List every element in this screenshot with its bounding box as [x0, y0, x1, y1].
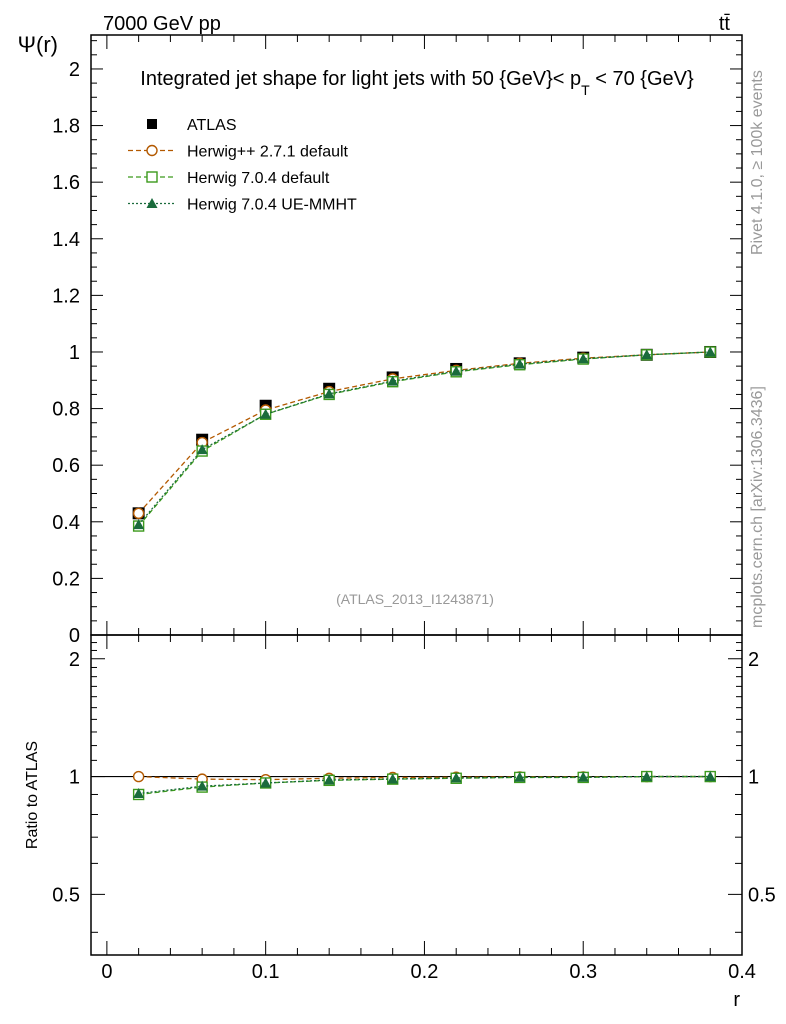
- chart-title-prefix: Integrated jet shape for light jets with…: [140, 68, 581, 90]
- data-point: [641, 349, 653, 360]
- legend-marker: [146, 171, 158, 183]
- legend-label: Herwig 7.0.4 UE-MMHT: [187, 197, 357, 214]
- legend: ATLAS Herwig++ 2.7.1 default Herwig 7.0.4 …: [128, 117, 357, 214]
- series-line: [138, 351, 711, 527]
- process-label: tt̄: [719, 13, 731, 35]
- legend-entry: Herwig++ 2.7.1 default: [128, 144, 349, 161]
- ratio-data-point: [196, 780, 208, 791]
- chart-title-subscript: T: [581, 82, 590, 98]
- main-x-ticks: [106, 35, 743, 635]
- ratio-data-point: [704, 771, 716, 782]
- data-point: [133, 519, 145, 530]
- ratio-data-point: [641, 771, 653, 782]
- data-point: [196, 444, 208, 455]
- main-y-tick-label: 0.8: [52, 399, 80, 421]
- x-axis-label: r: [733, 989, 740, 1011]
- mcplots-label: mcplots.cern.ch [arXiv:1306.3436]: [749, 386, 766, 628]
- ratio-series-line: [138, 775, 711, 796]
- ratio-y-tick-label: 0.5: [52, 884, 80, 906]
- main-y-tick-label: 1.6: [52, 172, 80, 194]
- main-panel: 0 0.2 0.4 0.6 0.8 1 1.2 1.4 1.6 1.8 2 Ψ(r) Integra…: [18, 32, 743, 647]
- ratio-series-line: [138, 775, 711, 795]
- ratio-y-tick-label-right: 2: [748, 649, 759, 671]
- main-y-tick-label: 1: [69, 342, 80, 364]
- data-point: [323, 388, 335, 399]
- main-y-tick-label: 1.4: [52, 229, 80, 251]
- ratio-data-point: [323, 774, 335, 785]
- ratio-y-axis-label: Ratio to ATLAS: [24, 741, 41, 849]
- ratio-series-herwig-7-0-4-default: [132, 770, 716, 801]
- x-tick-label: 0.4: [728, 961, 756, 983]
- data-point: [704, 346, 716, 357]
- main-y-tick-label: 2: [69, 59, 80, 81]
- ratio-data-point: [577, 771, 589, 782]
- chart-title-suffix: < 70 {GeV}: [590, 68, 694, 90]
- ratio-series: [132, 770, 716, 801]
- ratio-y-tick-label: 1: [69, 767, 80, 789]
- ratio-panel-frame: [90, 634, 743, 956]
- ratio-series-herwig-7-0-4-ue-mmht: [133, 771, 716, 799]
- series-line: [138, 351, 711, 514]
- legend-entry: Herwig 7.0.4 UE-MMHT: [128, 197, 357, 214]
- main-y-tick-label: 0.6: [52, 455, 80, 477]
- legend-label: ATLAS: [187, 117, 237, 134]
- main-y-tick-label: 1.2: [52, 285, 80, 307]
- main-series: [132, 345, 717, 532]
- ratio-data-point: [450, 772, 462, 783]
- legend-marker: [147, 119, 157, 129]
- legend-entry: ATLAS: [147, 117, 237, 134]
- ratio-y-ticks: 0.5 0.5 1 1 2 2: [52, 642, 776, 933]
- x-tick-label: 0: [101, 961, 112, 983]
- ratio-data-point: [514, 771, 526, 782]
- legend-marker: [146, 144, 158, 157]
- legend-marker: [146, 198, 158, 208]
- x-tick-label: 0.2: [411, 961, 439, 983]
- ratio-data-point: [260, 777, 272, 788]
- main-y-ticks: 0 0.2 0.4 0.6 0.8 1 1.2 1.4 1.6 1.8 2: [52, 40, 742, 647]
- x-tick-label: 0.3: [569, 961, 597, 983]
- energy-label: 7000 GeV pp: [103, 13, 221, 35]
- chart-title: Integrated jet shape for light jets with…: [140, 68, 694, 98]
- main-y-tick-label: 1.8: [52, 116, 80, 138]
- data-point: [514, 358, 526, 369]
- main-y-tick-label: 0: [69, 625, 80, 647]
- series-herwig-7-0-4-ue-mmht: [133, 346, 716, 530]
- legend-label: Herwig 7.0.4 default: [187, 170, 330, 187]
- ratio-y-tick-label-right: 0.5: [748, 884, 776, 906]
- data-point: [450, 365, 462, 376]
- ratio-x-ticks: 0 0.1 0.2 0.3 0.4: [101, 635, 756, 983]
- data-point: [577, 353, 589, 364]
- main-y-tick-label: 0.4: [52, 512, 80, 534]
- ratio-y-tick-label-right: 1: [748, 767, 759, 789]
- main-y-axis-label: Ψ(r): [18, 32, 58, 57]
- x-tick-label: 0.1: [252, 961, 280, 983]
- rivet-label: Rivet 4.1.0, ≥ 100k events: [749, 70, 766, 255]
- ratio-data-point: [132, 770, 145, 783]
- data-point: [387, 375, 399, 386]
- data-point: [132, 507, 145, 520]
- ratio-series-herwig-2-7-1-default: [132, 770, 716, 786]
- ratio-data-point: [133, 788, 145, 799]
- ratio-y-tick-label: 2: [69, 649, 80, 671]
- legend-entry: Herwig 7.0.4 default: [128, 170, 330, 187]
- ratio-panel: 0.5 0.51 12 2 0 0.1 0.2 0.3 0.4 Ratio to ATLAS …: [24, 634, 776, 1011]
- series-herwig-2-7-1-default: [132, 346, 716, 520]
- main-y-tick-label: 0.2: [52, 568, 80, 590]
- ratio-data-point: [387, 773, 399, 784]
- analysis-id: (ATLAS_2013_I1243871): [336, 591, 494, 607]
- data-point: [260, 408, 272, 419]
- legend-label: Herwig++ 2.7.1 default: [187, 144, 349, 161]
